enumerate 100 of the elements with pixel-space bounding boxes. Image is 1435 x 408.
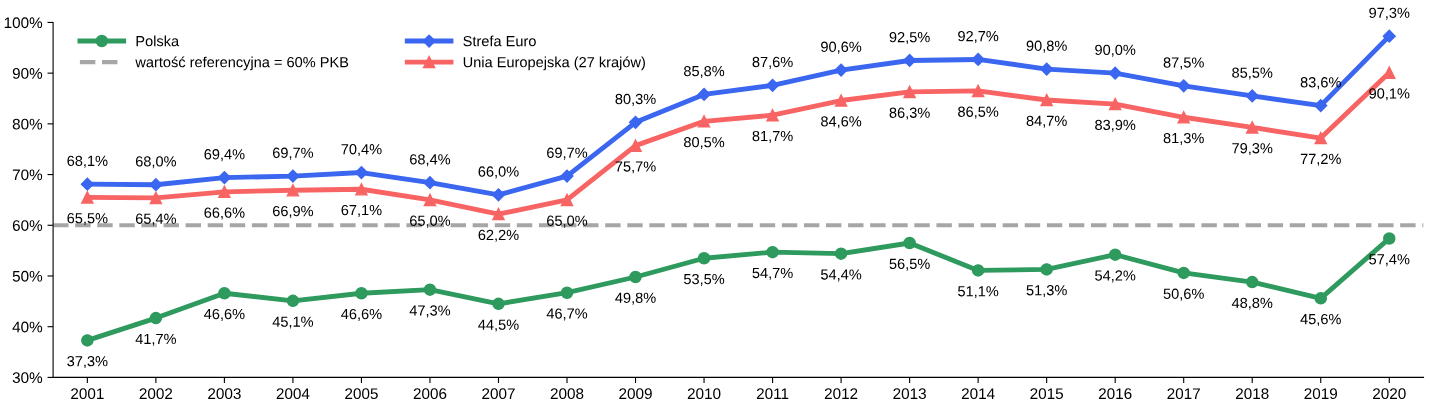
point (1245, 121, 1259, 134)
point (903, 236, 916, 250)
point (354, 165, 369, 180)
data-label: 45,6% (1300, 313, 1341, 327)
y-tick-label: 60% (12, 220, 43, 231)
data-label: 41,7% (135, 333, 177, 346)
point (1040, 62, 1054, 76)
x-tick-label: 2003 (208, 388, 241, 400)
y-tick-label: 40% (12, 321, 43, 333)
x-tick-label: 2012 (824, 388, 858, 400)
point (149, 191, 163, 205)
data-label: 68,0% (135, 156, 177, 169)
point (1108, 248, 1122, 261)
point (628, 115, 643, 129)
point (286, 184, 300, 197)
point (491, 188, 506, 202)
x-tick-label: 2014 (961, 388, 995, 400)
data-label: 87,6% (752, 56, 793, 69)
point (81, 191, 94, 204)
data-label: 97,3% (1369, 7, 1410, 20)
data-label: 69,7% (272, 147, 314, 160)
point (1382, 29, 1396, 43)
x-tick-label: 2004 (276, 388, 310, 400)
x-tick-label: 2020 (1373, 388, 1406, 400)
data-label: 66,0% (478, 166, 519, 179)
data-label: 81,3% (1163, 132, 1204, 145)
data-label: 77,2% (1300, 153, 1341, 166)
data-label: 85,5% (1232, 67, 1273, 80)
point (834, 94, 848, 107)
data-label: 46,6% (204, 308, 245, 321)
point (1314, 131, 1327, 145)
point (1177, 79, 1191, 93)
data-label: 66,6% (204, 207, 245, 220)
data-label: 75,7% (615, 161, 656, 174)
point (423, 283, 437, 296)
y-tick-label: 70% (12, 169, 43, 181)
data-label: 57,4% (1369, 254, 1410, 267)
point (81, 334, 94, 347)
data-label: 81,7% (752, 130, 793, 143)
point (560, 193, 574, 207)
point (1108, 66, 1122, 80)
point (492, 297, 505, 311)
x-tick-label: 2015 (1030, 388, 1064, 400)
data-label: 80,3% (615, 93, 656, 106)
point (971, 264, 985, 277)
data-label: 37,3% (67, 356, 108, 369)
point (1314, 99, 1328, 113)
point (1177, 111, 1190, 124)
x-tick-label: 2006 (413, 388, 447, 400)
data-label: 50,6% (1163, 288, 1204, 301)
data-label: 54,7% (752, 267, 793, 280)
data-label: 90,1% (1369, 88, 1410, 101)
x-tick-label: 2018 (1235, 388, 1269, 400)
point (765, 78, 780, 92)
x-tick-label: 2009 (619, 388, 652, 400)
legend-label: wartość referencyjna = 60% PKB (135, 56, 349, 71)
x-tick-label: 2017 (1167, 388, 1200, 400)
point (218, 286, 231, 300)
data-label: 92,5% (889, 31, 930, 45)
data-label: 68,4% (410, 154, 451, 167)
legend-label: Unia Europejska (27 krajów) (463, 56, 645, 71)
point (286, 169, 300, 183)
x-tick-label: 2010 (687, 388, 721, 400)
data-label: 90,6% (821, 41, 862, 54)
data-label: 65,4% (135, 213, 177, 226)
point (766, 245, 779, 259)
point (1245, 89, 1259, 103)
data-label: 69,7% (547, 147, 588, 160)
legend-label: Polska (136, 35, 180, 47)
point (492, 207, 505, 221)
data-label: 47,3% (409, 305, 451, 318)
x-tick-label: 2013 (893, 388, 926, 400)
data-label: 46,7% (546, 308, 588, 321)
point (834, 63, 848, 77)
data-label: 46,6% (341, 308, 382, 321)
point (286, 294, 300, 308)
point (423, 176, 437, 190)
data-label: 68,1% (67, 155, 108, 168)
data-label: 49,8% (615, 292, 656, 305)
data-label: 48,8% (1231, 297, 1273, 310)
point (149, 311, 163, 325)
y-tick-label: 80% (12, 118, 43, 130)
point (1383, 232, 1396, 245)
point (1177, 266, 1190, 280)
data-label: 51,3% (1026, 285, 1067, 298)
point (423, 193, 437, 207)
data-label: 80,5% (684, 136, 725, 150)
data-label: 56,5% (889, 258, 930, 271)
point (217, 171, 231, 185)
point (80, 177, 94, 191)
data-label: 83,6% (1300, 77, 1341, 90)
point (971, 84, 985, 98)
data-label: 62,2% (478, 229, 519, 242)
data-label: 65,0% (410, 215, 451, 228)
data-label: 84,6% (821, 116, 862, 129)
data-label: 85,8% (684, 65, 725, 79)
point (218, 185, 231, 199)
point (1040, 93, 1053, 107)
point (766, 108, 779, 122)
data-label: 84,7% (1026, 115, 1067, 128)
